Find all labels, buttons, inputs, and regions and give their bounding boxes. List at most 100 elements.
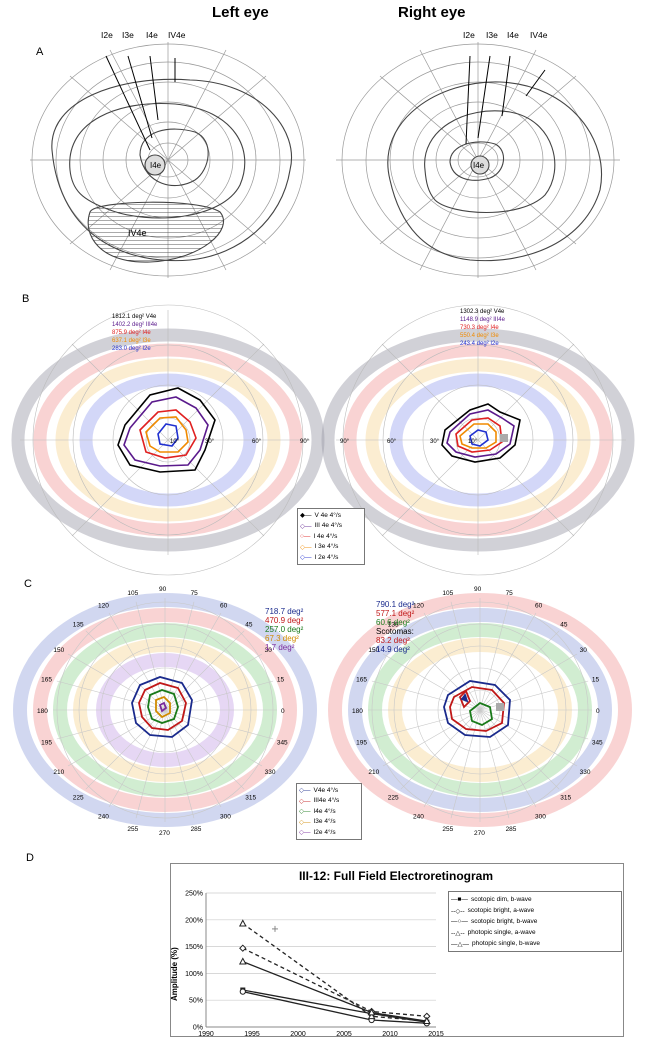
- extra-point-0: [272, 925, 278, 932]
- c-right-angle-label-135: 135: [388, 622, 399, 629]
- c-left-angle-label-330: 330: [265, 769, 276, 776]
- b-legend-iii4e: ◇— III 4e 4°/s: [300, 522, 343, 530]
- c-left-area-4: 1.7 deg²: [265, 643, 295, 652]
- c-left-iii4e: [138, 682, 187, 731]
- b-right-i2e: [469, 429, 489, 447]
- panel-b-legend: ◆— V 4e 4°/s ◇— III 4e 4°/s ○— I 4e 4°/s ◇—…: [297, 508, 365, 565]
- series-line-1: [242, 947, 427, 1017]
- b-legend-i4e: ○— I 4e 4°/s: [300, 532, 338, 540]
- b-left-tick-30: 30°: [205, 439, 215, 445]
- panel-c-legend: ◇— V4e 4°/s ◇— III4e 4°/s ◇— I4e 4°/s ◇— I3e…: [296, 783, 362, 840]
- c-right-angle-label-300: 300: [535, 814, 546, 821]
- c-left-angle-label-270: 270: [159, 830, 170, 837]
- b-left-iii4e: [123, 396, 209, 467]
- y-tick-3: 150%: [185, 944, 203, 951]
- y-tick-5: 250%: [185, 891, 203, 898]
- b-right-i4e: [455, 417, 503, 453]
- panel-a-left-label-i2e: I2e: [101, 30, 113, 40]
- c-legend-v4e: ◇— V4e 4°/s: [299, 786, 339, 795]
- c-right-angle-label-315: 315: [560, 794, 571, 801]
- c-left-angle-label-135: 135: [73, 622, 84, 629]
- b-legend-i2e: ◇— I 2e 4°/s: [300, 553, 339, 562]
- b-left-area-0: 1812.1 deg² V4e: [112, 314, 157, 320]
- series-4-point-1: [367, 1008, 376, 1016]
- c-left-angle-label-255: 255: [127, 826, 138, 833]
- c-left-angle-label-75: 75: [191, 590, 199, 597]
- isopter-iv4e-right: [387, 81, 602, 262]
- b-left-tick-90: 90°: [300, 439, 310, 445]
- panel-a-left-inner-label: I4e: [150, 161, 162, 170]
- c-left-angle-label-300: 300: [220, 814, 231, 821]
- c-right-angle-label-90: 90: [474, 586, 482, 593]
- c-right-angle-label-75: 75: [506, 590, 514, 597]
- x-tick-0: 1990: [198, 1031, 214, 1038]
- series-1-point-0: [239, 944, 247, 952]
- chart-title: III-12: Full Field Electroretinogram: [298, 869, 494, 883]
- c-left-angle-label-285: 285: [191, 826, 202, 833]
- b-left-i4e: [139, 409, 197, 459]
- c-left-i4e: [147, 689, 179, 724]
- b-right-area-0: 1302.3 deg² V4e: [460, 309, 505, 315]
- c-right-area-4: 83.2 deg²: [376, 636, 410, 645]
- b-right-iii4e: [446, 409, 515, 458]
- c-right-angle-label-0: 0: [596, 708, 600, 715]
- c-left-angle-label-345: 345: [277, 740, 288, 747]
- panel-a-left-field: I4e IV4e: [30, 42, 306, 278]
- c-right-angle-label-105: 105: [442, 590, 453, 597]
- panel-a-left-label-i4e: I4e: [146, 30, 158, 40]
- c-legend-i2e: ◇— I2e 4°/s: [299, 828, 336, 837]
- c-right-area-list: 790.1 deg² 577.1 deg² 60.6 deg² Scotomas…: [376, 600, 414, 654]
- c-left-angle-label-195: 195: [41, 740, 52, 747]
- panel-b-left-field: 10° 30° 60° 90°: [11, 304, 325, 576]
- c-left-angle-label-15: 15: [277, 676, 285, 683]
- c-right-angle-label-195: 195: [356, 740, 367, 747]
- b-right-area-list: 1302.3 deg² V4e 1148.9 deg² III4e 730.3 …: [460, 308, 505, 348]
- c-legend-i4e: ◇— I4e 4°/s: [299, 807, 336, 816]
- c-right-angle-label-240: 240: [413, 814, 424, 821]
- c-right-area-3: Scotomas:: [376, 627, 414, 636]
- c-right-iii4e: [449, 686, 505, 732]
- c-right-scotoma-blue: [460, 693, 469, 703]
- c-left-angle-label-210: 210: [53, 769, 64, 776]
- series-3-point-0: [238, 919, 247, 927]
- b-left-area-list: 1812.1 deg² V4e 1402.2 deg² III4e 875.9 …: [112, 313, 157, 353]
- y-tick-0: 0%: [193, 1025, 203, 1032]
- x-tick-1: 1995: [244, 1031, 260, 1038]
- b-right-tick-10: 10°: [468, 439, 478, 445]
- x-tick-2: 2000: [290, 1031, 306, 1038]
- c-right-v4e: [443, 680, 511, 738]
- c-left-v4e: [131, 676, 193, 738]
- c-right-angle-label-180: 180: [352, 708, 363, 715]
- panel-letter-d: D: [26, 852, 34, 864]
- isopter-i4e-right: [424, 110, 556, 214]
- erg-legend-item-4: —△— photopic single, b-wave: [451, 940, 540, 948]
- c-left-area-3: 67.3 deg²: [265, 634, 299, 643]
- isopter-i3e-left: [139, 128, 209, 187]
- y-tick-1: 50%: [189, 998, 203, 1005]
- pointer-arrows-right: [465, 55, 546, 145]
- b-right-tick-30: 30°: [430, 439, 440, 445]
- b-left-i3e: [145, 416, 189, 453]
- b-right-area-3: 550.4 deg² I3e: [460, 333, 499, 339]
- c-right-angle-label-60: 60: [535, 602, 543, 609]
- panel-a-left-label-i3e: I3e: [122, 30, 134, 40]
- b-right-area-4: 243.4 deg² I2e: [460, 341, 499, 347]
- panel-a-right-label-i2e: I2e: [463, 30, 475, 40]
- b-left-tick-60: 60°: [252, 439, 262, 445]
- panel-c-right-field: 1201059075604530150345330315300285270255…: [328, 586, 632, 837]
- panel-a-right-inner-label: I4e: [473, 161, 485, 170]
- erg-legend-item-2: —○— scotopic bright, b-wave: [451, 918, 538, 925]
- c-left-angle-label-240: 240: [98, 814, 109, 821]
- c-left-area-1: 470.9 deg²: [265, 616, 304, 625]
- panel-a-right-label-i3e: I3e: [486, 30, 498, 40]
- c-left-angle-label-105: 105: [127, 590, 138, 597]
- b-legend-i3e: ◇— I 3e 4°/s: [300, 543, 339, 551]
- b-legend-v4e: ◆— V 4e 4°/s: [300, 511, 341, 520]
- c-left-i3e: [155, 695, 171, 719]
- c-right-area-2: 60.6 deg²: [376, 618, 410, 627]
- c-left-angle-label-90: 90: [159, 586, 167, 593]
- c-right-area-0: 790.1 deg²: [376, 600, 415, 609]
- c-right-area-1: 577.1 deg²: [376, 609, 415, 618]
- erg-legend: —■— scotopic dim, b-wave --◇-- scotopic br…: [448, 891, 622, 952]
- series-2-point-0: [239, 988, 246, 995]
